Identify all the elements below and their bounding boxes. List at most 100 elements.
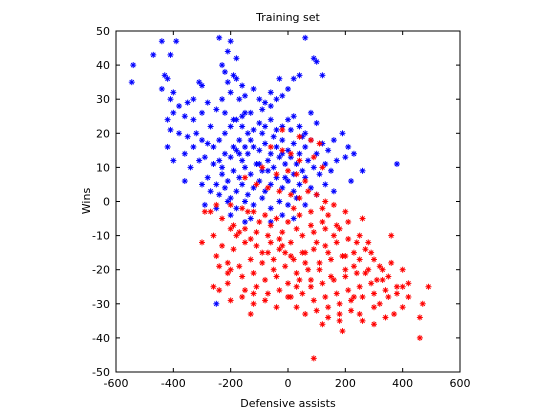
data-point-series-1 [276, 75, 283, 82]
data-points [128, 34, 432, 362]
data-point-series-1 [313, 120, 320, 127]
data-point-series-2 [313, 239, 320, 246]
data-point-series-2 [201, 208, 208, 215]
data-point-series-1 [270, 164, 277, 171]
data-point-series-2 [253, 283, 260, 290]
data-point-series-1 [221, 184, 228, 191]
data-point-series-1 [330, 188, 337, 195]
data-point-series-1 [239, 157, 246, 164]
data-point-series-2 [316, 266, 323, 273]
data-point-series-1 [247, 215, 254, 222]
data-point-series-1 [250, 201, 257, 208]
data-point-series-2 [313, 191, 320, 198]
data-point-series-2 [302, 178, 309, 185]
data-point-series-2 [376, 300, 383, 307]
data-point-series-2 [259, 249, 266, 256]
data-point-series-1 [190, 143, 197, 150]
data-point-series-2 [270, 256, 277, 263]
data-point-series-2 [224, 270, 231, 277]
data-point-series-2 [273, 171, 280, 178]
data-point-series-1 [224, 79, 231, 86]
data-point-series-2 [319, 205, 326, 212]
data-point-series-1 [244, 191, 251, 198]
data-point-series-2 [365, 239, 372, 246]
data-point-series-1 [239, 181, 246, 188]
data-point-series-2 [276, 246, 283, 253]
data-point-series-1 [282, 160, 289, 167]
data-point-series-1 [227, 38, 234, 45]
data-point-series-1 [262, 140, 269, 147]
chart-title: Training set [255, 11, 320, 24]
data-point-series-2 [362, 270, 369, 277]
data-point-series-1 [170, 157, 177, 164]
data-point-series-2 [270, 266, 277, 273]
data-point-series-2 [371, 304, 377, 311]
data-point-series-1 [302, 34, 309, 41]
data-point-series-1 [227, 154, 234, 161]
data-point-series-1 [250, 85, 257, 92]
data-point-series-1 [236, 137, 243, 144]
data-point-series-2 [210, 232, 217, 239]
data-point-series-2 [405, 280, 412, 287]
data-point-series-2 [345, 218, 352, 225]
data-point-series-1 [213, 106, 220, 113]
data-point-series-2 [273, 273, 280, 280]
data-point-series-1 [181, 113, 188, 120]
data-point-series-1 [216, 191, 223, 198]
data-point-series-2 [388, 232, 395, 239]
data-point-series-2 [285, 280, 291, 287]
data-point-series-2 [282, 263, 289, 270]
data-point-series-2 [310, 297, 317, 304]
data-point-series-2 [224, 259, 231, 266]
data-point-series-2 [342, 266, 349, 273]
data-point-series-1 [201, 201, 208, 208]
data-point-series-1 [187, 164, 194, 171]
data-point-series-2 [322, 225, 329, 232]
data-point-series-1 [262, 123, 269, 130]
data-point-series-1 [328, 167, 334, 174]
data-point-series-2 [379, 266, 386, 273]
data-point-series-2 [247, 311, 254, 318]
data-point-series-2 [282, 249, 289, 256]
data-point-series-2 [236, 263, 243, 270]
data-point-series-1 [302, 143, 309, 150]
data-point-series-1 [213, 181, 220, 188]
data-point-series-1 [310, 164, 317, 171]
y-tick-label: -10 [92, 230, 110, 243]
data-point-series-2 [219, 215, 226, 222]
data-point-series-1 [250, 126, 257, 133]
data-point-series-1 [302, 201, 309, 208]
data-point-series-1 [204, 140, 211, 147]
y-tick-label: -20 [92, 264, 110, 277]
data-point-series-1 [196, 79, 203, 86]
data-point-series-2 [267, 222, 274, 229]
data-point-series-1 [170, 109, 177, 116]
data-point-series-2 [250, 290, 257, 297]
data-point-series-1 [350, 150, 357, 157]
data-point-series-2 [362, 246, 369, 253]
data-point-series-1 [213, 300, 220, 307]
y-tick-label: 0 [103, 196, 110, 209]
data-point-series-1 [247, 109, 254, 116]
data-point-series-2 [339, 328, 346, 335]
data-point-series-2 [371, 290, 377, 297]
data-point-series-1 [348, 178, 355, 185]
data-point-series-1 [167, 96, 174, 103]
data-point-series-2 [356, 311, 363, 318]
data-point-series-1 [150, 51, 157, 58]
data-point-series-2 [353, 239, 360, 246]
data-point-series-1 [221, 150, 228, 157]
data-point-series-1 [236, 174, 243, 181]
data-point-series-1 [290, 140, 297, 147]
data-point-series-1 [242, 164, 248, 171]
data-point-series-1 [259, 195, 266, 202]
data-point-series-2 [210, 283, 217, 290]
data-point-series-2 [259, 259, 266, 266]
data-point-series-1 [264, 157, 271, 164]
data-point-series-2 [382, 314, 389, 321]
x-tick-label: -200 [218, 377, 243, 390]
data-point-series-2 [385, 273, 392, 280]
data-point-series-1 [233, 116, 240, 123]
data-point-series-1 [158, 38, 165, 45]
data-point-series-1 [193, 130, 200, 137]
